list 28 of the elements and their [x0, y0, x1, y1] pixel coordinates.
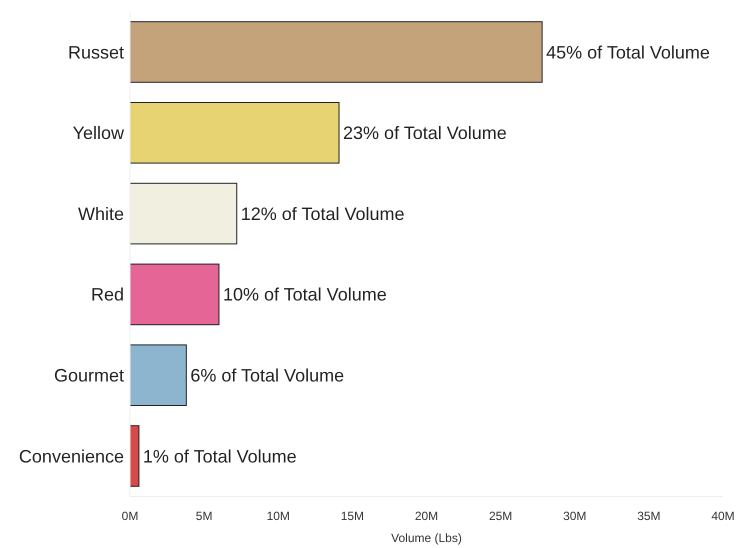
bar — [130, 344, 187, 406]
annotation: 12% of Total Volume — [240, 204, 405, 224]
x-tick-label: 25M — [488, 509, 512, 523]
bar — [130, 182, 238, 244]
x-tick-label: 10M — [266, 509, 290, 523]
y-tick-label: Gourmet — [54, 366, 124, 386]
annotation: 45% of Total Volume — [546, 42, 710, 62]
x-tick-label: 35M — [637, 509, 661, 523]
bar — [130, 425, 140, 487]
x-axis-title: Volume (Lbs) — [391, 531, 462, 545]
y-tick-label: Convenience — [18, 446, 124, 466]
annotation: 23% of Total Volume — [343, 123, 507, 144]
annotation: 10% of Total Volume — [222, 284, 387, 305]
x-tick-label: 0M — [122, 509, 138, 523]
annotation: 6% of Total Volume — [190, 366, 344, 386]
x-tick-label: 20M — [414, 509, 438, 523]
x-tick-label: 15M — [340, 509, 364, 523]
x-tick-label: 40M — [711, 509, 735, 523]
x-tick-label: 5M — [196, 509, 212, 523]
y-tick-label: Yellow — [72, 123, 125, 144]
bar — [130, 102, 340, 164]
annotation: 1% of Total Volume — [142, 446, 297, 466]
x-tick-label: 30M — [563, 509, 586, 523]
bar — [130, 21, 543, 83]
bar — [130, 264, 220, 326]
y-tick-label: Red — [90, 284, 124, 305]
y-tick-label: White — [78, 204, 124, 224]
y-tick-label: Russet — [68, 42, 124, 62]
